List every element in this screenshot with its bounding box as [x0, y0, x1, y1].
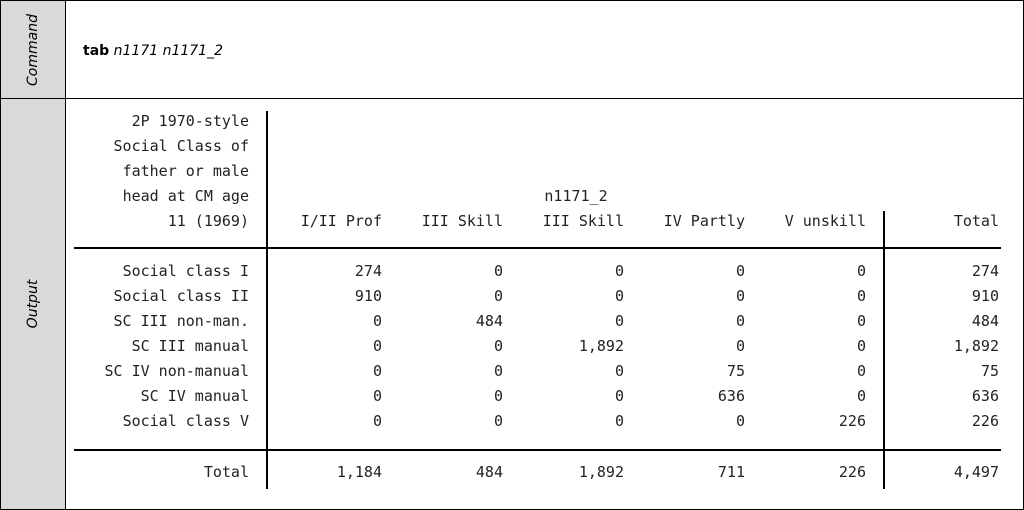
cell: 226 — [838, 412, 866, 430]
col-header-1: I/II Prof — [300, 212, 382, 230]
cell: 0 — [493, 337, 503, 355]
cell: 0 — [856, 387, 866, 405]
col-total: 1,184 — [336, 463, 382, 481]
row-total: 636 — [971, 387, 999, 405]
col-total: 1,892 — [578, 463, 624, 481]
total-column-rule — [883, 211, 885, 489]
command-sidebar: Command — [1, 1, 66, 99]
row-total: 484 — [971, 312, 999, 330]
col-header-4: IV Partly — [663, 212, 745, 230]
row-var-label-4: head at CM age — [122, 187, 249, 205]
grand-total: 4,497 — [953, 463, 999, 481]
cell: 0 — [493, 262, 503, 280]
cell: 0 — [856, 337, 866, 355]
col-total: 711 — [717, 463, 745, 481]
row-var-label-5: 11 (1969) — [167, 212, 249, 230]
cell: 0 — [856, 312, 866, 330]
cell: 0 — [372, 337, 382, 355]
cell: 0 — [372, 312, 382, 330]
cell: 274 — [354, 262, 382, 280]
cell: 0 — [735, 337, 745, 355]
col-header-2: III Skill — [421, 212, 503, 230]
row-total: 1,892 — [953, 337, 999, 355]
cell: 0 — [493, 287, 503, 305]
row-label: Social class V — [122, 412, 249, 430]
cell: 0 — [735, 287, 745, 305]
col-total: 484 — [475, 463, 503, 481]
cell: 0 — [614, 412, 624, 430]
row-var-label-2: Social Class of — [113, 137, 249, 155]
cell: 0 — [614, 312, 624, 330]
cell: 0 — [856, 287, 866, 305]
row-label: SC IV non-manual — [104, 362, 250, 380]
col-total: 226 — [838, 463, 866, 481]
header-rule — [74, 247, 1001, 249]
total-rule — [74, 449, 1001, 451]
cell: 0 — [614, 262, 624, 280]
section-divider — [66, 98, 1023, 99]
cell: 0 — [372, 362, 382, 380]
command-keyword: tab — [83, 43, 110, 59]
row-var-label-1: 2P 1970-style — [131, 112, 249, 130]
row-total: 910 — [971, 287, 999, 305]
cell: 0 — [372, 412, 382, 430]
cell: 0 — [856, 362, 866, 380]
row-label: SC IV manual — [140, 387, 249, 405]
cell: 0 — [614, 362, 624, 380]
cell: 75 — [726, 362, 745, 380]
row-total: 274 — [971, 262, 999, 280]
row-label: Social class II — [113, 287, 249, 305]
row-total: 226 — [971, 412, 999, 430]
command-text[interactable]: tab n1171 n1171_2 — [83, 43, 223, 59]
cell: 0 — [735, 412, 745, 430]
row-label: SC III non-man. — [113, 312, 249, 330]
column-var-label: n1171_2 — [544, 187, 608, 205]
row-total: 75 — [980, 362, 999, 380]
output-sidebar: Output — [1, 99, 66, 509]
cell: 0 — [735, 262, 745, 280]
col-header-5: V unskill — [784, 212, 866, 230]
cell: 0 — [614, 287, 624, 305]
cell: 910 — [354, 287, 382, 305]
command-args: n1171 n1171_2 — [113, 43, 223, 59]
row-label: Social class I — [122, 262, 249, 280]
col-header-total: Total — [953, 212, 999, 230]
cell: 0 — [735, 312, 745, 330]
cell: 484 — [475, 312, 503, 330]
total-label: Total — [203, 463, 249, 481]
cell: 0 — [614, 387, 624, 405]
cell: 0 — [493, 362, 503, 380]
row-var-label-3: father or male — [122, 162, 249, 180]
col-header-3: III Skill — [542, 212, 624, 230]
cell: 0 — [856, 262, 866, 280]
cell: 0 — [372, 387, 382, 405]
cell: 636 — [717, 387, 745, 405]
row-label: SC III manual — [131, 337, 249, 355]
cell: 0 — [493, 412, 503, 430]
cell: 1,892 — [578, 337, 624, 355]
label-column-rule — [266, 111, 268, 489]
cell: 0 — [493, 387, 503, 405]
